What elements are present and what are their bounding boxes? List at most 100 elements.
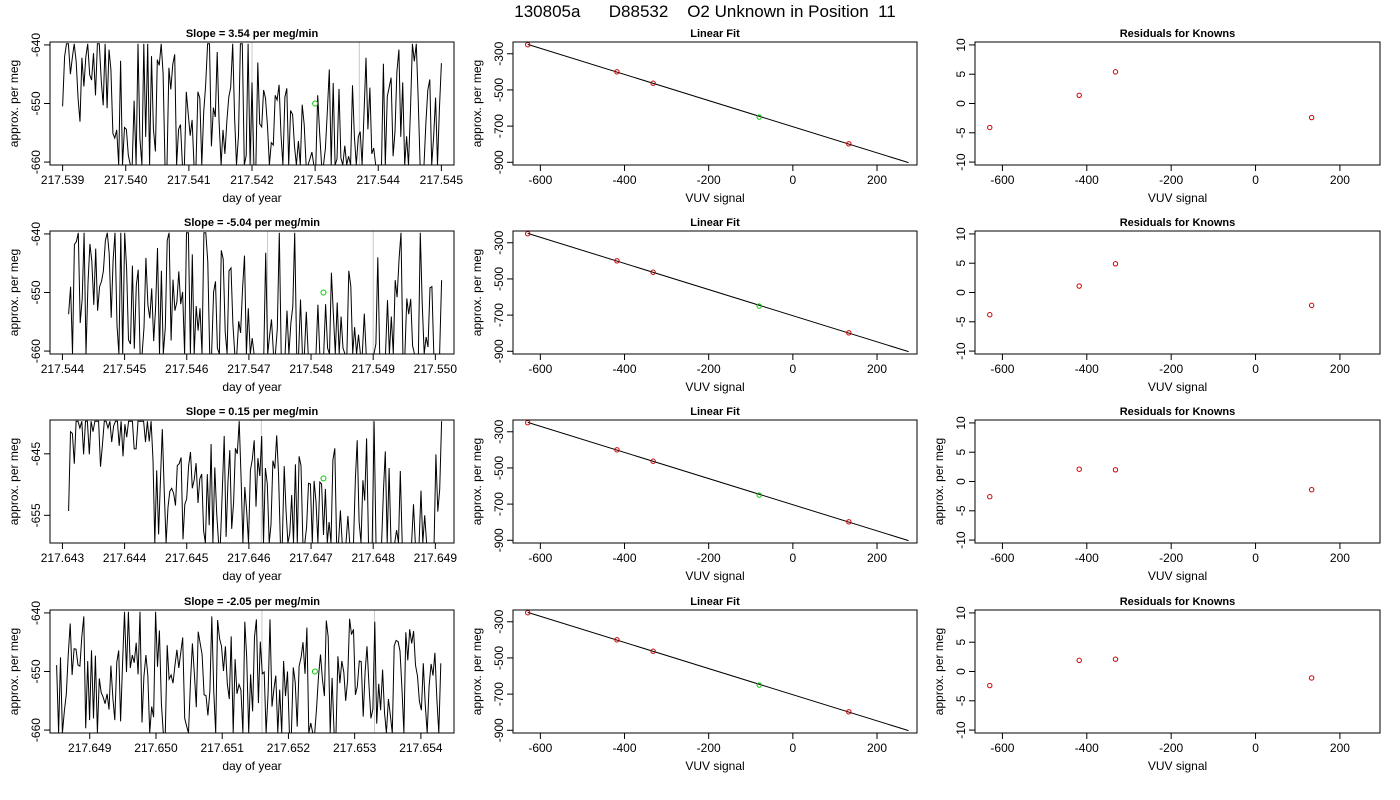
fit-line	[527, 232, 909, 353]
data-point	[650, 269, 656, 275]
y-tick-label: -640	[29, 601, 43, 625]
panel-title: Residuals for Knowns	[1120, 406, 1236, 418]
x-tick-label: -400	[613, 551, 637, 565]
x-tick-label: 217.544	[357, 173, 401, 187]
x-tick-label: -200	[697, 362, 721, 376]
x-tick-label: -600	[990, 173, 1014, 187]
y-axis-label: approx. per meg	[7, 438, 21, 525]
series-line	[62, 43, 442, 165]
x-tick-label: 0	[1252, 551, 1259, 565]
x-tick-label: -600	[528, 741, 552, 755]
x-tick-label: 200	[867, 741, 887, 755]
x-tick-label: 200	[867, 362, 887, 376]
y-tick-label: -5	[954, 127, 968, 138]
plot-data	[525, 42, 909, 164]
x-tick-label: -400	[1075, 741, 1099, 755]
data-point	[846, 709, 852, 715]
fit-line	[527, 611, 909, 732]
data-point	[1076, 283, 1082, 289]
y-tick-label: 5	[954, 449, 968, 456]
x-tick-label: 0	[1252, 173, 1259, 187]
x-axis-label: VUV signal	[1148, 380, 1207, 394]
center-point	[320, 289, 327, 296]
x-tick-label: 0	[790, 173, 797, 187]
panel-12: Residuals for Knowns -600 -400 -200 0 200 -10 -…	[932, 596, 1381, 773]
data-point	[1076, 657, 1082, 664]
x-tick-label: 200	[1330, 741, 1350, 755]
y-tick-label: 10	[954, 227, 968, 241]
x-tick-label: 217.542	[230, 173, 274, 187]
panel-title: Residuals for Knowns	[1120, 596, 1236, 608]
y-tick-label: -900	[492, 150, 506, 174]
y-tick-label: -900	[492, 339, 506, 363]
x-tick-label: -600	[528, 551, 552, 565]
center-point	[320, 475, 327, 482]
x-tick-label: -400	[1075, 362, 1099, 376]
panel-6: Residuals for Knowns -600 -400 -200 0 200 -10 -…	[954, 217, 1381, 394]
x-tick-label: 217.539	[41, 173, 85, 187]
x-tick-label: 217.540	[104, 173, 148, 187]
y-axis-label: approx. per meg	[470, 60, 484, 147]
data-point	[650, 648, 656, 654]
data-point	[756, 114, 762, 120]
x-tick-label: 0	[790, 551, 797, 565]
x-tick-label: 217.550	[414, 362, 458, 376]
plot-frame	[49, 609, 455, 734]
x-tick-label: -600	[990, 741, 1014, 755]
y-tick-label: 0	[954, 478, 968, 485]
plot-data	[525, 610, 909, 732]
x-axis-label: VUV signal	[1148, 191, 1207, 205]
y-tick-label: -660	[29, 150, 43, 174]
y-tick-label: -5	[954, 505, 968, 516]
series-line	[68, 420, 443, 543]
y-axis-label: approx. per meg	[7, 628, 21, 715]
x-tick-label: 217.548	[289, 362, 333, 376]
y-tick-label: -640	[29, 33, 43, 57]
data-point	[756, 303, 762, 309]
y-axis-label: approx. per meg	[470, 249, 484, 336]
data-point	[650, 458, 656, 464]
x-axis-label: VUV signal	[1148, 569, 1207, 583]
plot-data	[62, 42, 442, 165]
plot-data	[987, 69, 1315, 131]
y-tick-label: -900	[492, 718, 506, 742]
data-point	[987, 312, 993, 318]
y-tick-label: 0	[954, 668, 968, 675]
data-point	[1308, 675, 1315, 681]
y-tick-label: -500	[492, 78, 506, 102]
x-tick-label: 200	[1330, 362, 1350, 376]
x-tick-label: 200	[867, 551, 887, 565]
y-tick-label: -700	[492, 492, 506, 516]
y-tick-label: 10	[954, 606, 968, 620]
data-point	[614, 258, 620, 264]
data-point	[614, 637, 620, 643]
x-axis-label: VUV signal	[685, 380, 744, 394]
y-tick-label: -500	[492, 267, 506, 291]
plot-frame	[49, 419, 455, 544]
x-tick-label: 217.645	[165, 551, 209, 565]
plot-data	[68, 231, 443, 354]
data-point	[846, 519, 852, 525]
x-tick-label: 217.652	[267, 741, 311, 755]
data-point	[756, 682, 762, 688]
panel-title: Linear Fit	[690, 217, 740, 229]
data-point	[525, 231, 531, 237]
y-axis-label: approx. per meg	[7, 249, 21, 336]
x-tick-label: -600	[528, 173, 552, 187]
fit-line	[527, 421, 909, 542]
x-tick-label: 0	[1252, 741, 1259, 755]
x-tick-label: 200	[1330, 551, 1350, 565]
y-tick-label: -700	[492, 682, 506, 706]
panel-2: Linear Fit -600 -400 -200 0 200 -900 -700 -500 -3…	[470, 28, 918, 205]
x-tick-label: 0	[790, 741, 797, 755]
y-tick-label: 5	[954, 639, 968, 646]
y-tick-label: -660	[29, 718, 43, 742]
center-point	[312, 100, 319, 107]
panel-1: Slope = 3.54 per meg/min 217.539 217.540 21…	[7, 28, 463, 205]
y-tick-label: -10	[954, 153, 968, 171]
y-tick-label: -10	[954, 721, 968, 739]
data-point	[1308, 487, 1315, 493]
x-tick-label: -400	[1075, 173, 1099, 187]
y-tick-label: -640	[29, 222, 43, 246]
